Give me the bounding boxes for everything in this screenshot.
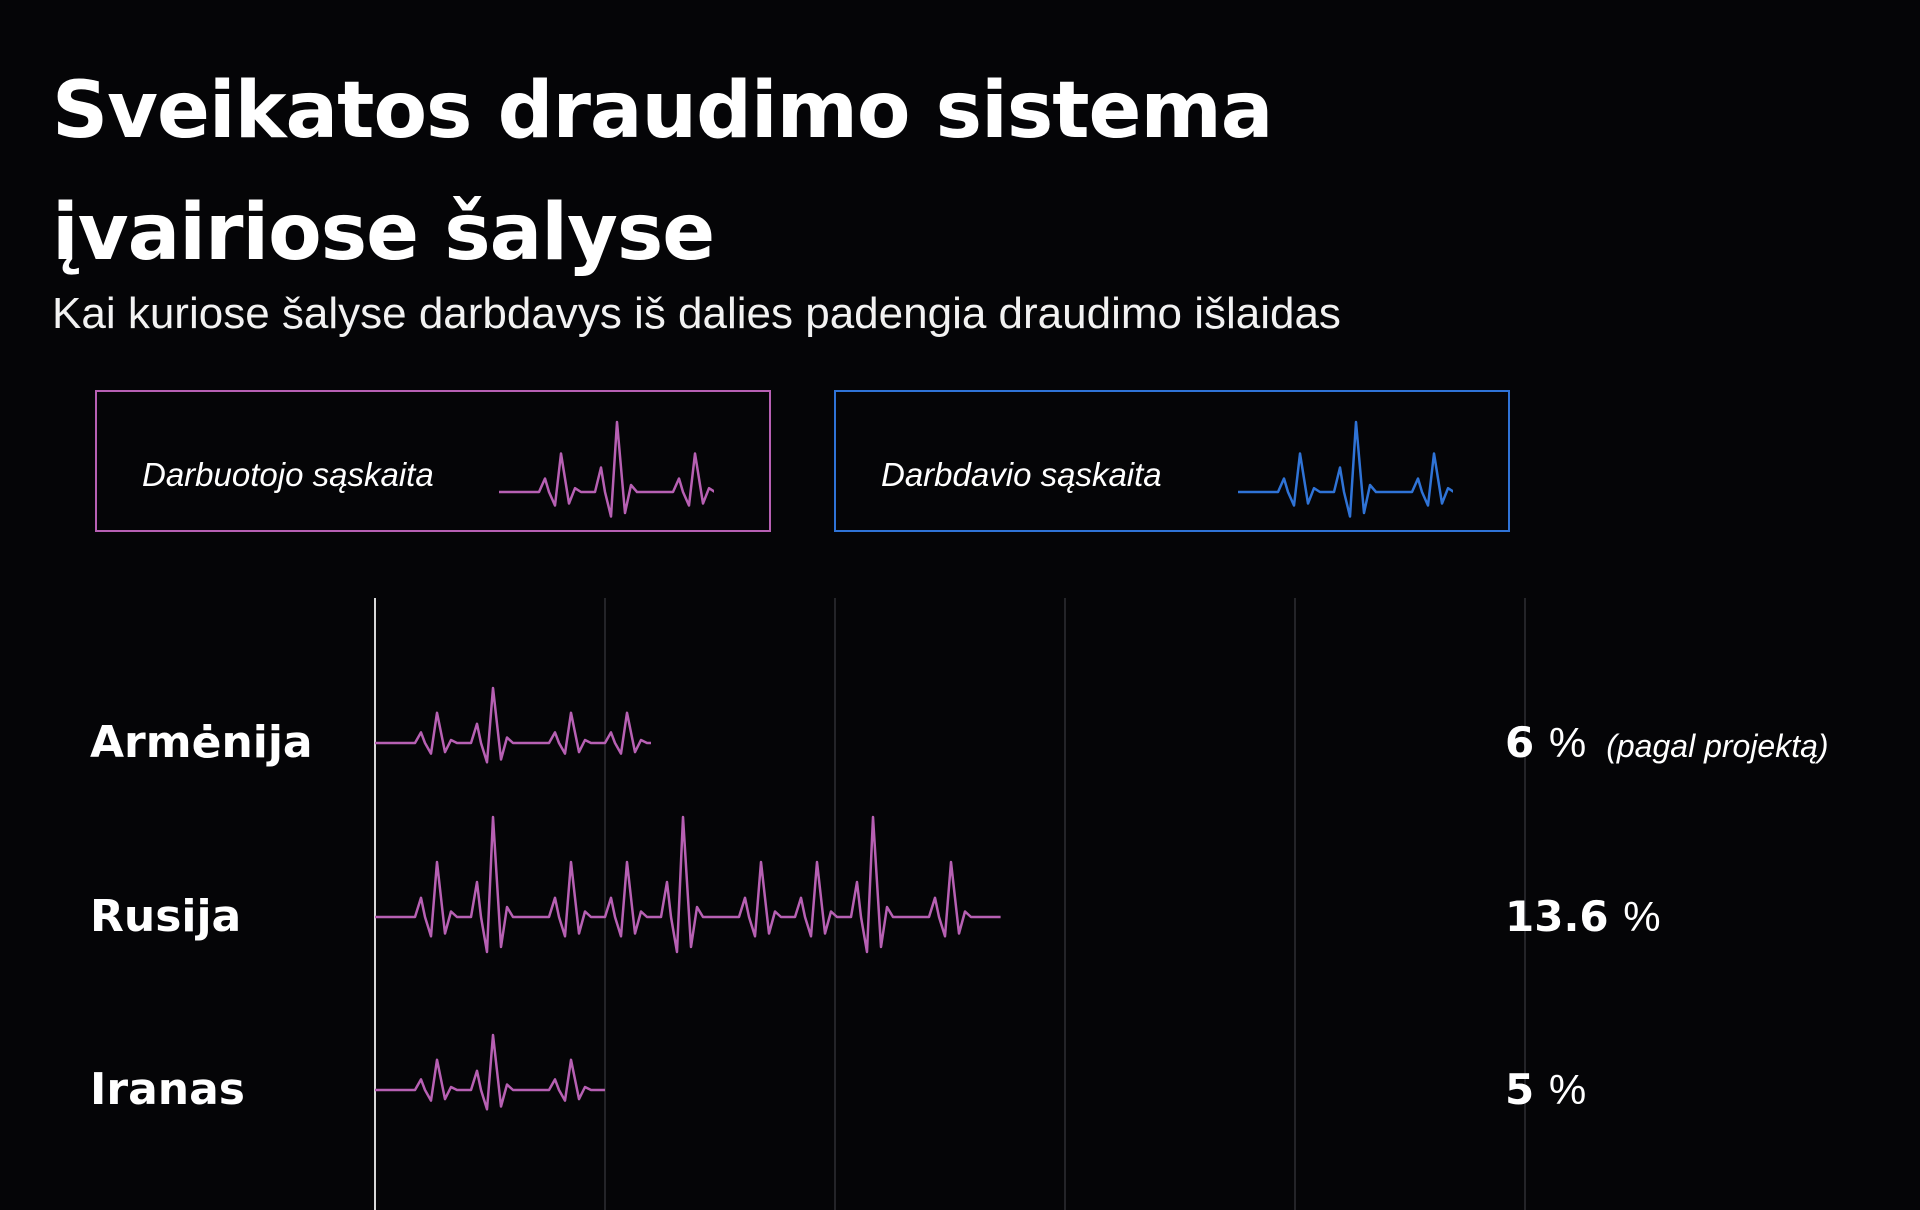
chart-subtitle: Kai kuriose šalyse darbdavys iš dalies p… (52, 289, 1341, 338)
data-label-unit: % (1549, 719, 1586, 766)
title-line-1: Sveikatos draudimo sistema (52, 66, 1273, 156)
chart-plot-area: Armėnija 6 % (pagal projektą)Rusija 13.6 %I… (90, 598, 1829, 1210)
country-label: Iranas (90, 1064, 245, 1115)
country-label: Armėnija (90, 717, 313, 768)
legend-employer-label: Darbdavio sąskaita (881, 456, 1162, 493)
bar-heartbeat (375, 686, 651, 764)
data-label-unit: % (1623, 893, 1660, 940)
data-label: 5 % (1505, 1065, 1586, 1114)
row-1: Rusija 13.6 % (90, 815, 1661, 954)
country-label: Rusija (90, 891, 241, 942)
data-label: 13.6 % (1505, 892, 1661, 941)
bar-heartbeat (375, 815, 1001, 954)
chart-title: Sveikatos draudimo sistema įvairiose šal… (52, 50, 1552, 294)
data-label-note: (pagal projektą) (1606, 728, 1828, 764)
row-2: Iranas 5 % (90, 1033, 1586, 1115)
row-0: Armėnija 6 % (pagal projektą) (90, 686, 1829, 768)
heartbeat-icon-employee (499, 420, 714, 518)
legend-employee: Darbuotojo sąskaita (95, 390, 771, 532)
data-label-value: 5 (1505, 1065, 1549, 1114)
heartbeat-icon-employer (1238, 420, 1453, 518)
title-line-2: įvairiose šalyse (52, 188, 715, 278)
data-label-unit: % (1549, 1066, 1586, 1113)
bar-heartbeat (375, 1033, 605, 1111)
legend-employee-label: Darbuotojo sąskaita (142, 456, 434, 493)
legend-employer: Darbdavio sąskaita (834, 390, 1510, 532)
data-label-value: 6 (1505, 718, 1549, 767)
data-label-value: 13.6 (1505, 892, 1623, 941)
data-label: 6 % (pagal projektą) (1505, 718, 1829, 767)
